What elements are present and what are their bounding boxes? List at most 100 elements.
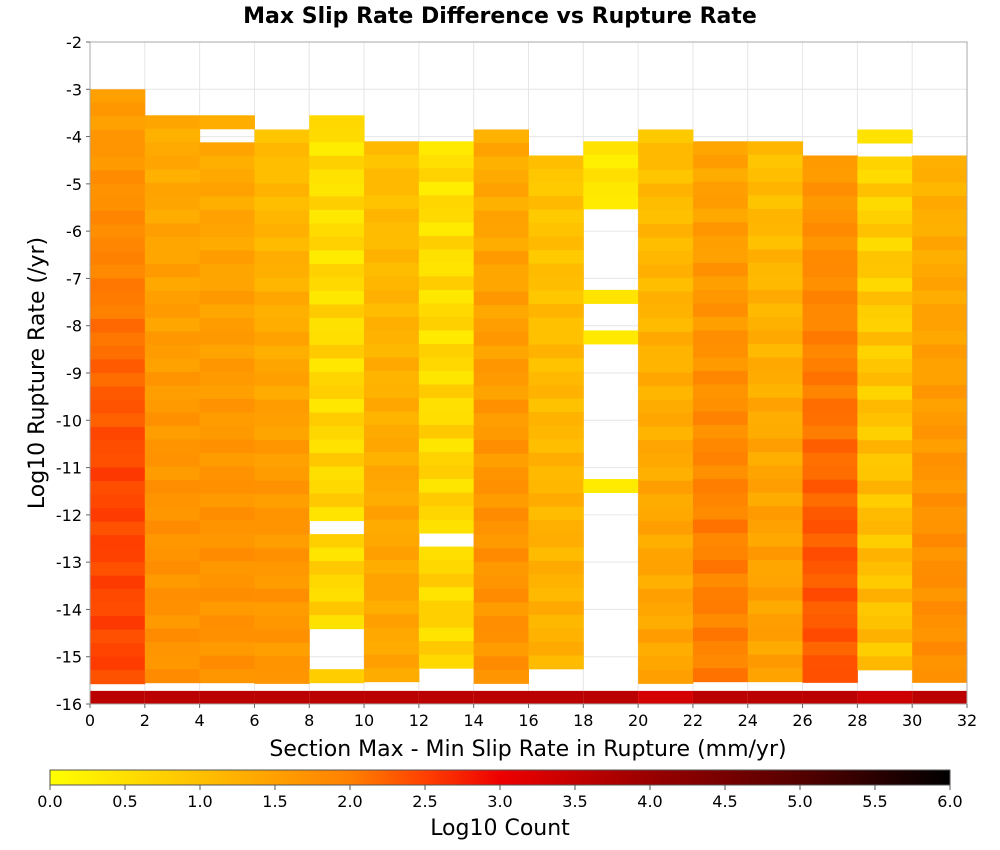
heatmap-cell	[912, 587, 968, 602]
heatmap-cell	[473, 210, 529, 225]
heatmap-cell	[144, 371, 201, 386]
chart-title: Max Slip Rate Difference vs Rupture Rate	[243, 4, 757, 29]
heatmap-cell	[638, 372, 694, 387]
heatmap-cell	[638, 521, 694, 536]
heatmap-cell	[473, 399, 529, 414]
heatmap-cell	[364, 222, 420, 237]
heatmap-cell	[309, 331, 365, 346]
heatmap-cell	[364, 573, 420, 588]
heatmap-cell	[144, 642, 201, 657]
heatmap-cell	[802, 452, 858, 467]
heatmap-cell	[309, 534, 365, 549]
heatmap-cell	[418, 546, 475, 561]
heatmap-cell	[364, 654, 420, 669]
heatmap-cell	[144, 128, 201, 143]
heatmap-cell	[528, 250, 584, 265]
heatmap-cell	[418, 222, 475, 237]
heatmap-cell	[912, 601, 968, 616]
heatmap-cell	[528, 263, 584, 278]
heatmap-cell	[528, 398, 584, 413]
heatmap-cell	[638, 237, 694, 252]
heatmap-cell	[90, 156, 146, 171]
heatmap-cell	[473, 494, 529, 509]
heatmap-cell	[802, 317, 858, 332]
heatmap-cell	[418, 452, 475, 467]
heatmap-cell	[364, 235, 420, 250]
heatmap-cell	[802, 614, 858, 629]
heatmap-cell	[747, 343, 804, 358]
heatmap-cell	[692, 195, 749, 210]
heatmap-cell	[199, 690, 255, 705]
heatmap-cell	[638, 588, 694, 603]
y-tick-label: -3	[66, 80, 82, 99]
heatmap-cell	[90, 224, 146, 239]
x-tick-label: 16	[518, 711, 538, 730]
heatmap-cell	[638, 453, 694, 468]
heatmap-cell	[528, 614, 584, 629]
heatmap-cell	[528, 317, 584, 332]
heatmap-cell	[802, 209, 858, 224]
heatmap-cell	[802, 560, 858, 575]
heatmap-cell	[254, 602, 310, 617]
heatmap-cell	[144, 331, 201, 346]
heatmap-cell	[418, 208, 475, 223]
heatmap-cell	[254, 278, 310, 293]
heatmap-cell	[254, 440, 310, 455]
heatmap-cell	[199, 426, 255, 441]
heatmap-cell	[802, 655, 858, 670]
heatmap-cell	[309, 574, 365, 589]
heatmap-cell	[638, 318, 694, 333]
heatmap-cell	[90, 291, 146, 306]
heatmap-cell	[802, 304, 858, 319]
heatmap-cell	[364, 560, 420, 575]
y-tick-label: -16	[56, 695, 82, 714]
heatmap-cell	[199, 236, 255, 251]
heatmap-cell	[254, 413, 310, 428]
heatmap-cell	[199, 223, 255, 238]
heatmap-cell	[309, 412, 365, 427]
heatmap-cell	[309, 304, 365, 319]
heatmap-cell	[418, 465, 475, 480]
heatmap-cell	[747, 141, 804, 156]
heatmap-cell	[802, 263, 858, 278]
heatmap-cell	[692, 560, 749, 575]
heatmap-cell	[199, 358, 255, 373]
heatmap-cell	[912, 668, 968, 683]
heatmap-cell	[90, 386, 146, 401]
heatmap-cell	[802, 236, 858, 251]
heatmap-cell	[418, 492, 475, 507]
heatmap-cell	[912, 533, 968, 548]
heatmap-cell	[583, 168, 639, 183]
heatmap-cell	[144, 398, 201, 414]
heatmap-cell	[638, 690, 693, 705]
heatmap-cell	[802, 398, 858, 413]
heatmap-cell	[802, 223, 858, 238]
heatmap-cell	[912, 331, 968, 346]
heatmap-cell	[638, 170, 694, 185]
heatmap-cell	[912, 385, 968, 400]
heatmap-cell	[747, 168, 804, 183]
heatmap-cell	[638, 629, 694, 644]
heatmap-cell	[638, 467, 694, 482]
heatmap-cell	[747, 438, 804, 453]
heatmap-cell	[912, 547, 968, 562]
heatmap-cell	[418, 330, 475, 345]
heatmap-cell	[90, 440, 146, 455]
heatmap-cell	[857, 548, 913, 563]
heatmap-cell	[857, 359, 913, 374]
heatmap-cell	[692, 316, 749, 331]
heatmap-cell	[90, 197, 146, 212]
heatmap-cell	[90, 143, 146, 158]
heatmap-cell	[364, 289, 420, 304]
heatmap-cell	[90, 129, 146, 144]
heatmap-cell	[747, 506, 804, 521]
heatmap-cell	[90, 690, 145, 705]
heatmap-cell	[857, 170, 913, 185]
y-tick-label: -10	[56, 411, 82, 430]
y-tick-label: -15	[56, 648, 82, 667]
heatmap-cell	[638, 602, 694, 617]
heatmap-cell	[309, 588, 365, 603]
heatmap-cell	[638, 142, 694, 157]
heatmap-cell	[857, 318, 913, 333]
heatmap-cell	[857, 305, 913, 320]
